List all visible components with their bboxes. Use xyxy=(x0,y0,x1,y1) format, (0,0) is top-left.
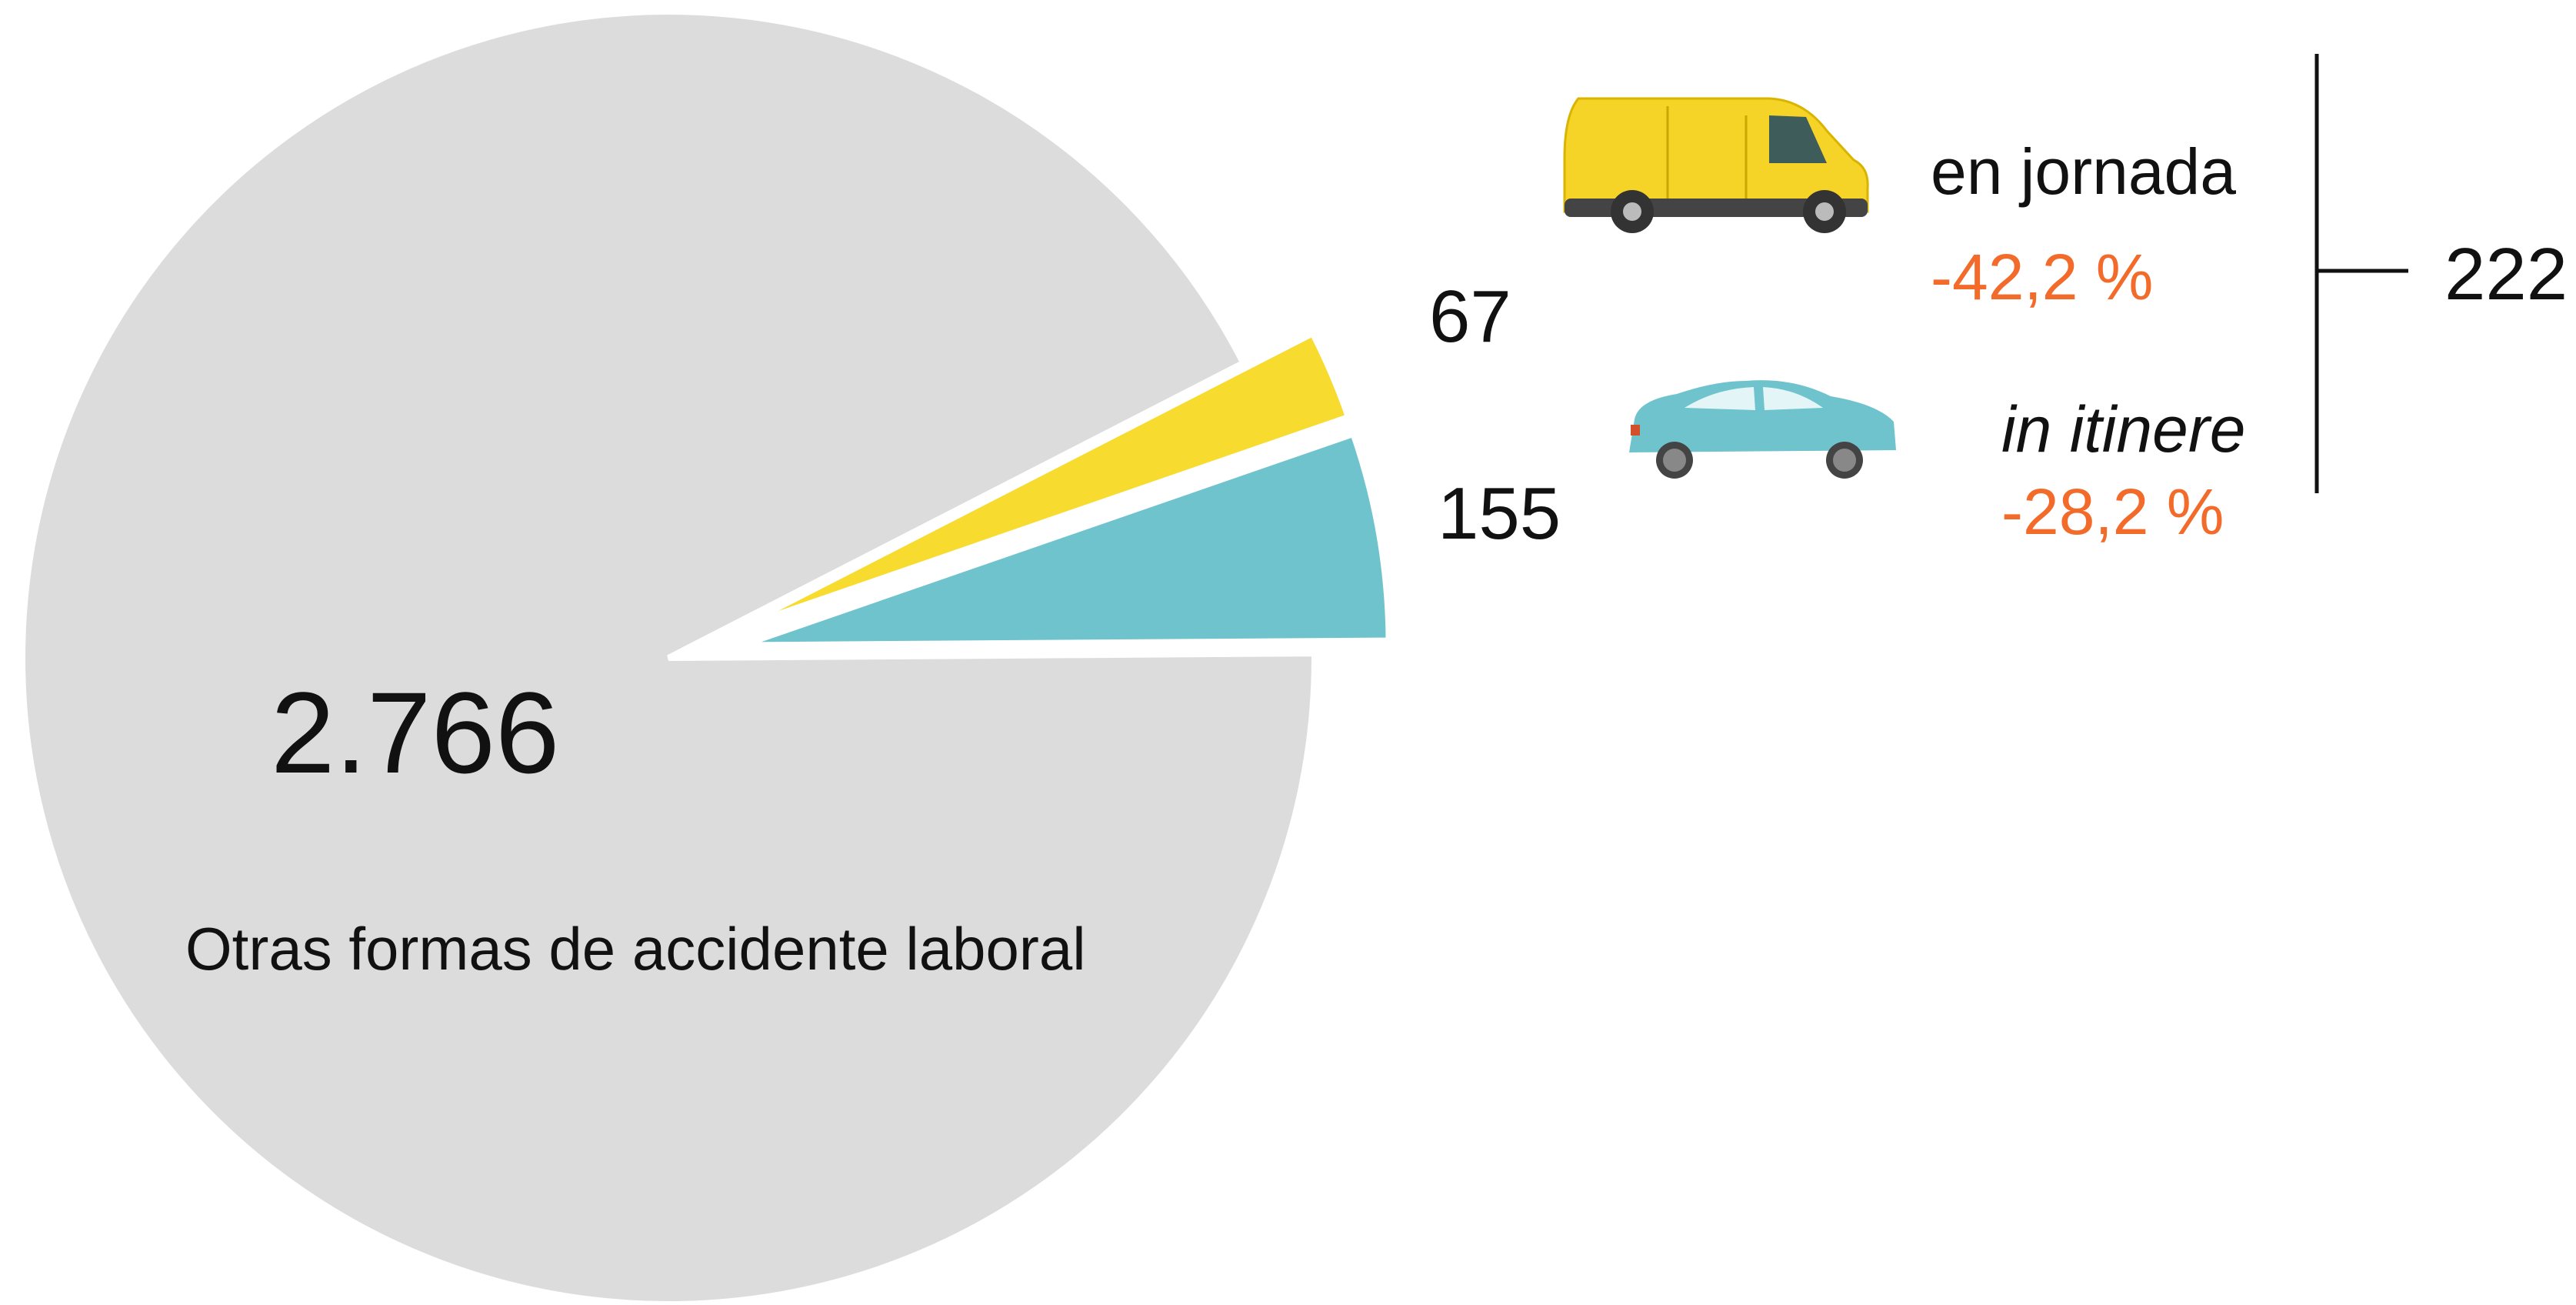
category-label: in itinere xyxy=(2001,393,2246,466)
car-icon xyxy=(1629,380,1896,479)
category-label: Otras formas de accidente laboral xyxy=(185,915,1086,983)
change-label: -42,2 % xyxy=(1931,241,2154,313)
pie-slice xyxy=(19,8,1318,1305)
category-label: en jornada xyxy=(1931,135,2236,208)
value-label: 67 xyxy=(1429,275,1511,358)
van-icon xyxy=(1563,97,1869,233)
value-label: 2.766 xyxy=(271,668,559,797)
pie-slice xyxy=(736,329,1353,632)
total-label: 222 xyxy=(2444,233,2568,315)
change-label: -28,2 % xyxy=(2001,476,2224,548)
value-label: 155 xyxy=(1438,472,1561,555)
pie-slice xyxy=(741,429,1392,649)
